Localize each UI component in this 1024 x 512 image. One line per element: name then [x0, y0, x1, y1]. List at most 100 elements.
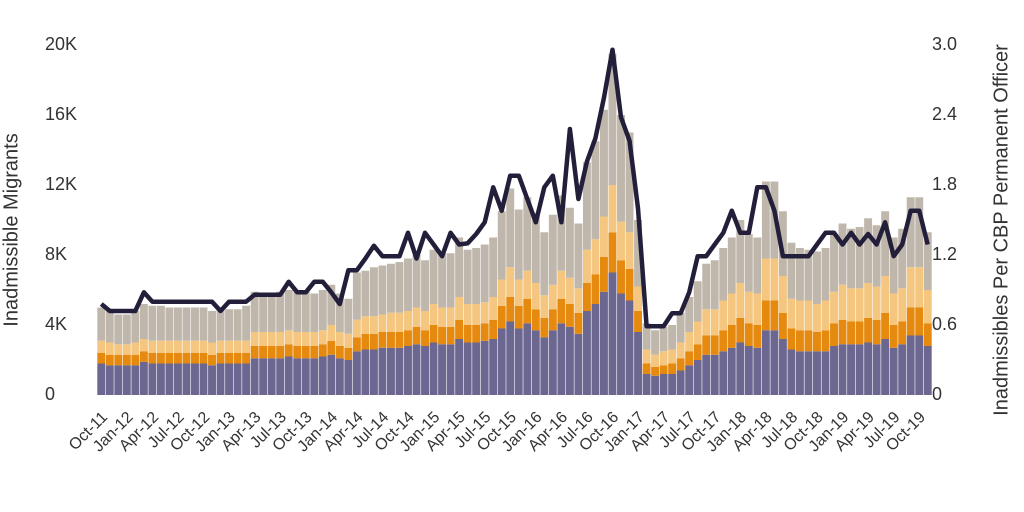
bar-segment [753, 293, 762, 325]
y-tick-label: 8K [45, 244, 67, 264]
bar-segment [923, 232, 932, 290]
bar-segment [259, 346, 268, 359]
bar-segment [531, 283, 540, 310]
bar-segment [744, 234, 753, 292]
bar-segment [301, 291, 310, 332]
bar-segment [898, 321, 907, 345]
bar-segment [591, 274, 600, 304]
bar-segment [139, 339, 148, 352]
bar-segment [344, 333, 353, 348]
y2-tick-label: 0.6 [932, 314, 957, 334]
bar-segment [540, 232, 549, 296]
bar-segment [565, 326, 574, 395]
bar-segment [412, 344, 421, 395]
bar-segment [582, 249, 591, 283]
bar-segment [600, 109, 608, 217]
bar-segment [267, 358, 276, 395]
bar-segment [259, 332, 268, 346]
bar-segment [472, 304, 481, 325]
bar-segment [165, 353, 174, 364]
bar-segment [131, 311, 140, 343]
bar-segment [548, 330, 557, 395]
bar-segment [455, 297, 464, 320]
y-tick-label: 16K [45, 104, 77, 124]
bar-segment [148, 363, 157, 395]
bar-segment [702, 263, 711, 310]
bar-segment [574, 333, 583, 395]
bar-segment [182, 363, 191, 395]
bar-segment [565, 277, 574, 304]
bar-segment [378, 265, 387, 315]
bar-segment [293, 291, 302, 332]
bar-segment [233, 353, 242, 364]
bar-segment [97, 353, 106, 364]
bar-segment [659, 351, 668, 366]
bar-segment [557, 298, 566, 324]
bar-segment [284, 344, 293, 357]
bar-segment [122, 354, 131, 366]
bar-segment [105, 354, 114, 366]
bar-segment [344, 360, 353, 395]
bar-segment [191, 363, 199, 395]
bar-segment [114, 344, 123, 355]
bar-segment [259, 358, 268, 395]
bar-segment [497, 279, 506, 306]
bar-segment [600, 216, 608, 257]
bar-segment [830, 291, 838, 324]
bar-segment [651, 354, 660, 367]
bar-segment [438, 344, 447, 395]
bar-segment [787, 298, 796, 329]
bar-segment [97, 363, 106, 395]
bar-segment [497, 328, 506, 395]
bar-segment [386, 347, 395, 395]
bar-segment [813, 251, 821, 304]
bar-segment [105, 342, 114, 355]
bar-segment [719, 351, 728, 395]
bar-segment [225, 340, 234, 353]
bar-segment [463, 342, 472, 395]
bar-segment [685, 365, 694, 395]
bar-segment [514, 328, 523, 395]
bar-segment [489, 339, 498, 395]
bar-segment [386, 263, 395, 313]
bar-segment [531, 330, 540, 395]
bar-segment [165, 307, 174, 341]
bar-segment [591, 304, 600, 395]
bar-segment [327, 284, 336, 325]
bar-segment [148, 340, 157, 353]
bar-segment [693, 360, 702, 395]
bar-segment [625, 132, 634, 233]
bar-segment [864, 318, 873, 343]
bar-segment [838, 284, 847, 320]
bar-segment [506, 188, 515, 268]
bar-segment [642, 323, 651, 350]
bar-segment [838, 223, 847, 285]
bar-segment [318, 330, 327, 345]
bar-segment [97, 340, 106, 353]
bar-segment [813, 304, 821, 332]
bar-segment [404, 330, 412, 346]
bar-segment [216, 353, 225, 364]
bar-segment [472, 248, 481, 304]
bar-segment [173, 363, 182, 395]
bar-segment [872, 319, 881, 345]
y-tick-label: 4K [45, 314, 67, 334]
bar-segment [131, 365, 140, 395]
bar-segment [480, 340, 489, 395]
bar-segment [727, 293, 736, 325]
bar-segment [634, 311, 643, 332]
bar-segment [514, 279, 523, 306]
bar-segment [310, 346, 319, 359]
bar-segment [156, 305, 165, 341]
bar-segment [753, 347, 762, 395]
bar-segment [429, 304, 438, 325]
bar-segment [472, 342, 481, 395]
bar-segment [795, 300, 804, 331]
bar-segment [787, 349, 796, 395]
y-tick-label: 12K [45, 174, 77, 194]
bar-segment [284, 290, 293, 331]
bar-segment [489, 297, 498, 320]
bar-segment [608, 53, 617, 185]
bar-segment [710, 309, 719, 336]
bar-segment [139, 361, 148, 395]
